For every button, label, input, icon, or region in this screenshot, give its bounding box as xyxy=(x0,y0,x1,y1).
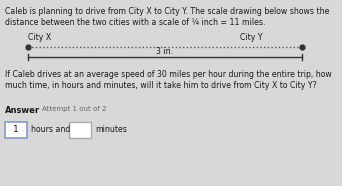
Text: 1: 1 xyxy=(13,126,19,134)
Text: hours and: hours and xyxy=(31,126,70,134)
Text: 3 in.: 3 in. xyxy=(156,47,173,56)
Text: much time, in hours and minutes, will it take him to drive from City X to City Y: much time, in hours and minutes, will it… xyxy=(5,81,317,90)
Text: Answer: Answer xyxy=(5,106,40,115)
Text: City Y: City Y xyxy=(240,33,263,42)
Text: distance between the two cities with a scale of ¼ inch = 11 miles.: distance between the two cities with a s… xyxy=(5,18,265,27)
Text: Caleb is planning to drive from City X to City Y. The scale drawing below shows : Caleb is planning to drive from City X t… xyxy=(5,7,329,16)
Text: Attempt 1 out of 2: Attempt 1 out of 2 xyxy=(42,106,106,112)
Bar xyxy=(5,122,27,138)
Text: City X: City X xyxy=(28,33,51,42)
Bar xyxy=(69,122,91,138)
Text: minutes: minutes xyxy=(95,126,127,134)
Text: If Caleb drives at an average speed of 30 miles per hour during the entire trip,: If Caleb drives at an average speed of 3… xyxy=(5,70,332,79)
